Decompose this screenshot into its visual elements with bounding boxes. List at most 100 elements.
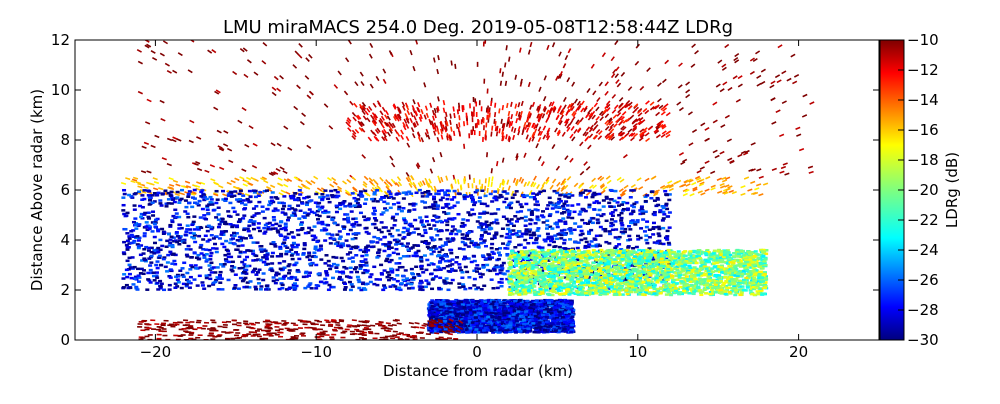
radar-bin [334,205,339,209]
chart-title: LMU miraMACS 254.0 Deg. 2019-05-08T12:58… [223,17,733,38]
radar-bin [567,103,572,109]
radar-bin [206,212,211,216]
radar-bin [542,238,547,241]
radar-bin [251,164,258,169]
radar-bin [221,265,226,268]
radar-bin [541,113,546,119]
radar-bin [342,265,347,269]
radar-bin [381,136,386,142]
radar-bin [418,216,423,219]
radar-bin [587,115,593,121]
radar-bin [351,217,356,221]
radar-bin [495,265,500,269]
radar-bin [744,149,750,154]
radar-bin [244,179,250,184]
radar-bin [653,226,658,229]
radar-bin [189,255,194,259]
radar-bin [175,240,180,244]
radar-bin [281,277,286,280]
radar-bin [493,111,497,118]
radar-bin [273,75,279,81]
radar-bin [565,204,570,207]
radar-bin [466,211,471,214]
radar-bin [196,253,201,257]
radar-bin [362,115,368,121]
radar-bin [610,136,616,141]
radar-bin [247,286,252,289]
radar-bin [173,239,178,242]
radar-bin [214,189,219,193]
radar-bin [127,235,132,238]
radar-bin [488,107,491,113]
radar-bin [264,288,269,291]
radar-bin [699,166,705,170]
radar-bin [146,98,152,103]
radar-bin [280,211,285,214]
radar-bin [128,266,133,269]
radar-bin [338,270,343,274]
radar-bin [619,221,624,225]
radar-bin [569,157,574,163]
radar-bin [578,225,583,228]
radar-bin [409,117,413,124]
radar-bin [537,126,542,132]
radar-bin [553,203,558,207]
radar-bin [517,126,521,132]
radar-bin [184,248,189,251]
radar-bin [435,234,440,237]
radar-bin [254,273,259,276]
radar-bin [594,288,599,291]
radar-bin [322,211,327,215]
radar-bin [545,219,550,223]
radar-bin [307,208,312,211]
radar-bin [638,116,644,122]
radar-bin [531,136,535,142]
radar-bin [163,189,168,192]
radar-bin [258,248,263,251]
radar-bin [443,241,448,244]
radar-bin [166,253,171,257]
radar-bin [248,200,253,203]
radar-bin [438,198,443,202]
radar-bin [232,242,237,246]
radar-bin [599,116,604,122]
radar-bin [450,126,453,132]
radar-bin [214,90,220,95]
radar-bin [606,179,612,185]
radar-bin [284,250,289,253]
radar-bin [140,198,145,201]
radar-bin [460,236,465,240]
radar-bin [147,257,152,260]
radar-bin [668,187,674,192]
radar-bin [284,288,289,291]
radar-bin [507,204,512,207]
radar-bin [186,215,191,219]
radar-bin [290,252,295,256]
radar-bin [419,180,424,187]
radar-bin [267,188,273,192]
radar-bin [699,274,704,277]
radar-bin [254,212,259,215]
radar-bin [153,241,158,245]
radar-bin [220,217,225,221]
radar-bin [688,287,693,291]
radar-bin [380,123,385,129]
radar-bin [200,207,205,211]
radar-bin [438,219,443,223]
radar-bin [276,87,282,93]
radar-bin [209,234,214,237]
radar-bin [223,222,228,225]
radar-bin [566,267,571,270]
radar-bin [210,178,216,182]
radar-bin [281,202,286,205]
radar-bin [589,228,594,232]
radar-bin [278,267,283,271]
radar-bin [477,118,479,124]
radar-bin [226,255,231,259]
radar-bin [473,201,478,204]
radar-bin [216,213,221,216]
radar-bin [361,271,366,275]
radar-bin [567,212,572,215]
radar-bin [478,272,483,276]
radar-bin [139,244,144,247]
